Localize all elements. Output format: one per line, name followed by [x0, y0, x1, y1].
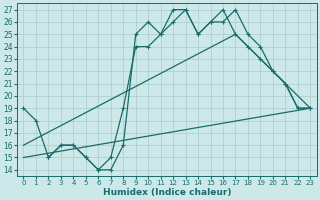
X-axis label: Humidex (Indice chaleur): Humidex (Indice chaleur) [103, 188, 231, 197]
